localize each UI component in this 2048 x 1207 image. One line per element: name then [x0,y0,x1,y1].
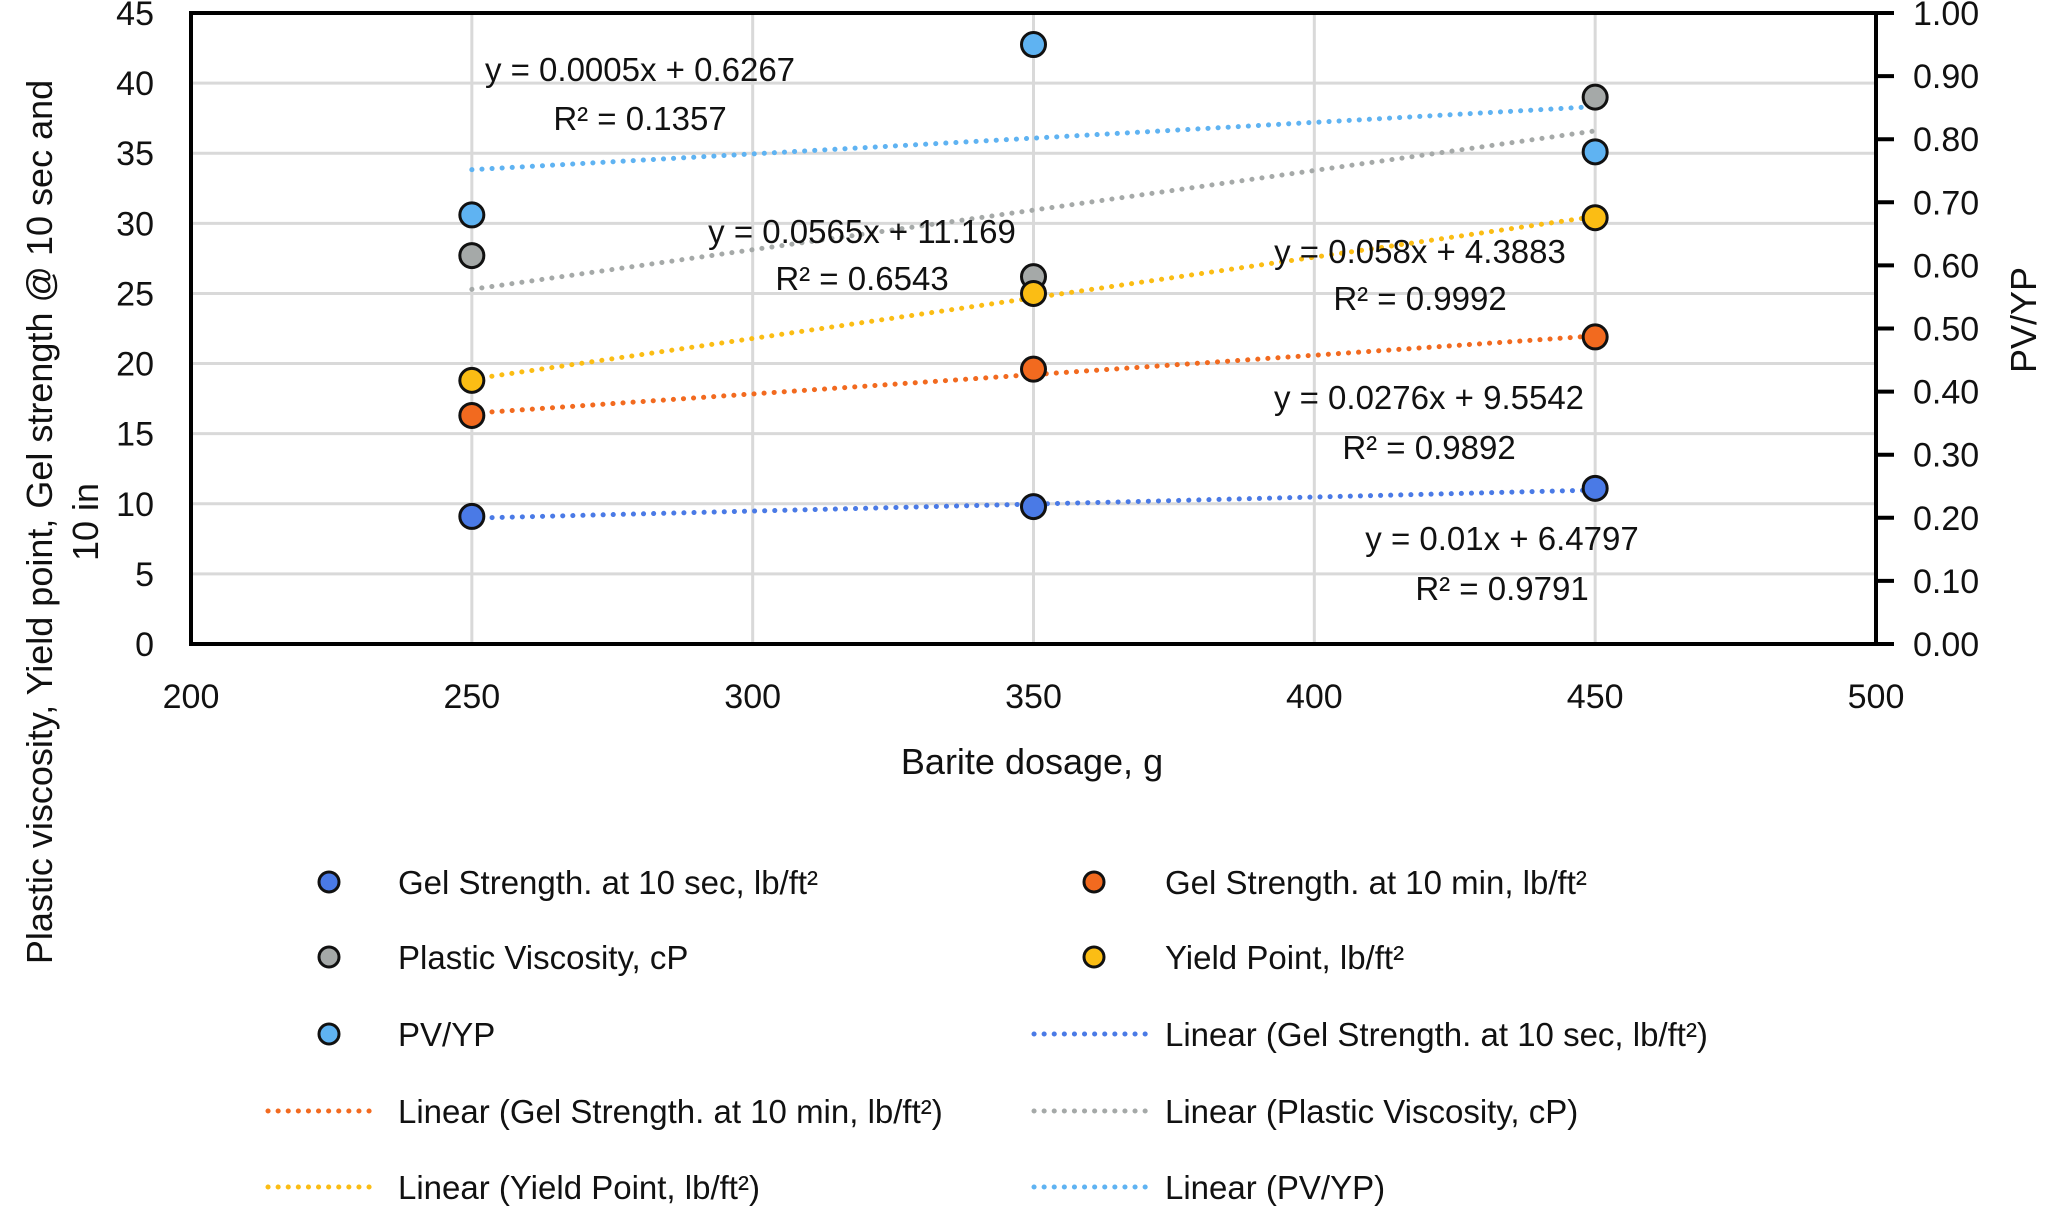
trendline [469,333,1598,416]
x-axis-title: Barite dosage, g [901,741,1163,782]
data-point [1581,138,1609,166]
legend-label: Linear (Gel Strength. at 10 min, lb/ft²) [398,1093,943,1130]
y-axis-title-line-2: 10 in [65,483,106,561]
axes [189,11,1894,646]
y2-tick-label: 1.00 [1913,0,1979,33]
data-point [1020,31,1047,59]
y2-tick-label: 0.80 [1913,121,1979,159]
data-point [1020,493,1047,521]
data-point [1020,279,1047,307]
trend-r-squared: R² = 0.9992 [1333,280,1506,317]
trendline [469,128,1598,292]
trend-equation: y = 0.058x + 4.3883 [1274,233,1566,270]
legend-label: Linear (Plastic Viscosity, cP) [1165,1093,1578,1130]
data-point [458,242,486,270]
y-tick-label: 40 [116,65,154,103]
legend-label: Linear (Gel Strength. at 10 sec, lb/ft²) [1165,1016,1708,1053]
trend-r-squared: R² = 0.9892 [1342,429,1515,466]
plot-frame [189,11,1878,646]
x-tick-label: 300 [724,678,781,716]
trendline [469,104,1598,173]
trend-equation: y = 0.0005x + 0.6267 [485,51,795,88]
x-tick-label: 400 [1286,678,1343,716]
trend-equations: y = 0.01x + 6.4797 R² = 0.9791 y = 0.0276x… [485,51,1639,607]
legend-marker [1082,870,1106,894]
legend-label: PV/YP [398,1016,495,1053]
x-tick-label: 500 [1848,678,1905,716]
x-tick-label: 200 [163,678,220,716]
y-tick-label: 45 [116,0,154,33]
y2-tick-label: 0.70 [1913,184,1979,222]
legend-label: Gel Strength. at 10 sec, lb/ft² [398,864,818,901]
legend-marker [317,870,341,894]
trend-equation: y = 0.0565x + 11.169 [708,213,1016,250]
legend-marker [1082,945,1106,969]
trend-r-squared: R² = 0.6543 [775,260,948,297]
y-tick-label: 10 [116,486,154,524]
data-point [458,366,486,394]
y2-tick-label: 0.20 [1913,500,1979,538]
data-point [1581,474,1609,502]
y2-tick-label: 0.10 [1913,563,1979,601]
y-tick-label: 35 [116,135,154,173]
y-tick-label: 5 [135,556,154,594]
x-tick-label: 250 [443,678,500,716]
x-tick-label: 450 [1567,678,1624,716]
y2-tick-label: 0.40 [1913,374,1979,412]
data-point [1020,355,1047,383]
y2-tick-label: 0.30 [1913,437,1979,475]
data-point [458,201,486,229]
data-point [1581,204,1609,232]
legend-marker [317,1022,341,1046]
y-axis-title-line-1: Plastic viscosity, Yield point, Gel stre… [19,80,60,964]
legend-label: Linear (PV/YP) [1165,1169,1385,1206]
x-tick-label: 350 [1005,678,1062,716]
legend-label: Linear (Yield Point, lb/ft²) [398,1169,760,1206]
legend-marker [317,945,341,969]
legend-label: Yield Point, lb/ft² [1165,939,1404,976]
trend-equation: y = 0.01x + 6.4797 [1365,520,1638,557]
y2-axis-title: PV/YP [2003,267,2044,373]
data-point [458,401,486,429]
legend: Gel Strength. at 10 sec, lb/ft² Gel Stren… [265,864,1708,1206]
trend-r-squared: R² = 0.1357 [553,100,726,137]
trend-equation: y = 0.0276x + 9.5542 [1274,379,1584,416]
y2-tick-label: 0.60 [1913,247,1979,285]
y-tick-label: 30 [116,205,154,243]
y2-tick-label: 0.90 [1913,58,1979,96]
y-tick-label: 0 [135,626,154,664]
legend-label: Gel Strength. at 10 min, lb/ft² [1165,864,1587,901]
legend-label: Plastic Viscosity, cP [398,939,688,976]
y2-tick-label: 0.00 [1913,626,1979,664]
data-points [458,31,1609,530]
y2-tick-label: 0.50 [1913,311,1979,349]
data-point [1581,83,1609,111]
y-tick-label: 25 [116,275,154,313]
data-point [1581,323,1609,351]
y-tick-label: 20 [116,346,154,384]
y-tick-label: 15 [116,416,154,454]
data-point [458,502,486,530]
trend-r-squared: R² = 0.9791 [1415,570,1588,607]
